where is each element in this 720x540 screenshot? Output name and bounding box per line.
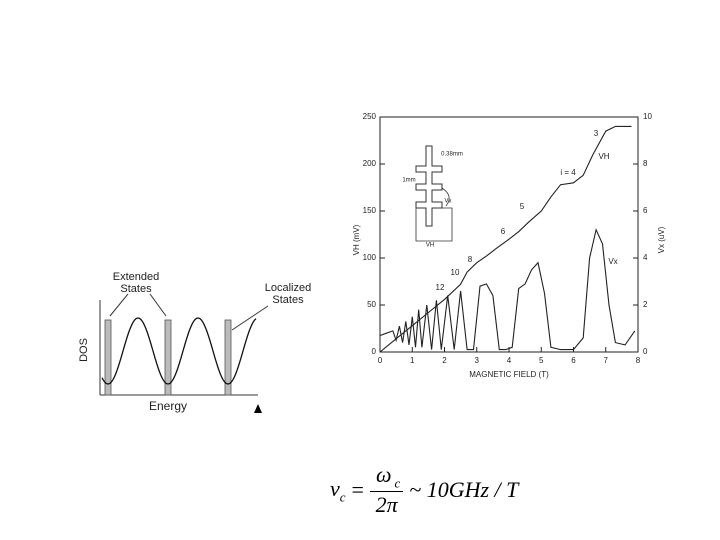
annotation: Vx — [444, 199, 451, 205]
extended-band — [104, 319, 112, 396]
annotation: 5 — [520, 202, 525, 211]
y-tick-label: 150 — [363, 206, 377, 215]
dos-label-line: Localized — [265, 282, 311, 294]
dos-label-line: Extended — [113, 271, 159, 283]
annotation: 1mm — [402, 178, 415, 184]
x-tick-label: 5 — [539, 356, 544, 365]
eq-symbol: ω — [375, 462, 392, 487]
x-axis-label: MAGNETIC FIELD (T) — [469, 370, 549, 379]
sample-inset — [415, 145, 443, 227]
eq-rhs: ~ 10GHz / T — [409, 477, 519, 503]
y2-tick-label: 8 — [643, 159, 648, 168]
x-tick-label: 8 — [636, 356, 641, 365]
dos-label-line: States — [272, 294, 304, 306]
y-tick-label: 200 — [363, 159, 377, 168]
eq-subscript: c — [339, 488, 346, 504]
y2-axis-label: Vx (uV) — [657, 226, 666, 253]
x-tick-label: 1 — [410, 356, 415, 365]
dos-xlabel: Energy — [149, 399, 187, 413]
y-axis-label: VH (mV) — [352, 224, 361, 255]
x-tick-label: 4 — [507, 356, 512, 365]
dos-label: Localized States — [265, 282, 311, 306]
extended-band — [224, 319, 232, 396]
annotation: VH — [426, 243, 434, 249]
y-tick-label: 250 — [363, 112, 377, 121]
eq-symbol: ν — [330, 475, 340, 501]
eq-subscript: c — [394, 475, 401, 491]
x-tick-label: 6 — [571, 356, 576, 365]
annotation: 12 — [436, 283, 445, 292]
y2-tick-label: 0 — [643, 347, 648, 356]
dos-label-line: States — [120, 283, 152, 295]
pointer — [109, 293, 129, 317]
x-tick-label: 3 — [475, 356, 480, 365]
y-tick-label: 0 — [372, 347, 377, 356]
dos-curve — [101, 317, 257, 385]
x-tick-label: 0 — [378, 356, 383, 365]
arrow — [254, 404, 262, 413]
y2-tick-label: 4 — [643, 253, 648, 262]
annotation: 3 — [594, 129, 599, 138]
annotation: VH — [598, 152, 609, 161]
extended-band — [164, 319, 172, 396]
dos-ylabel: DOS — [78, 338, 90, 362]
sample-wires — [415, 187, 453, 242]
annotation: 6 — [501, 227, 506, 236]
pointer — [149, 293, 167, 317]
eq-lhs: νc — [330, 476, 346, 505]
annotation: 10 — [451, 268, 460, 277]
annotation: Vx — [608, 257, 617, 266]
dos-label: Extended States — [113, 271, 159, 295]
y-tick-label: 100 — [363, 253, 377, 262]
annotation: i = 4 — [560, 168, 576, 177]
eq-equals: = — [351, 477, 364, 503]
annotation: 8 — [468, 255, 473, 264]
x-tick-label: 2 — [442, 356, 447, 365]
y2-tick-label: 6 — [643, 206, 648, 215]
annotation: 0.38mm — [441, 152, 463, 158]
eq-denominator: 2π — [375, 492, 398, 518]
y-tick-label: 50 — [367, 300, 376, 309]
pointer — [231, 305, 269, 331]
y2-tick-label: 10 — [643, 112, 652, 121]
x-tick-label: 7 — [604, 356, 609, 365]
y2-tick-label: 2 — [643, 300, 648, 309]
series-line — [379, 228, 636, 351]
series-line — [379, 125, 632, 353]
